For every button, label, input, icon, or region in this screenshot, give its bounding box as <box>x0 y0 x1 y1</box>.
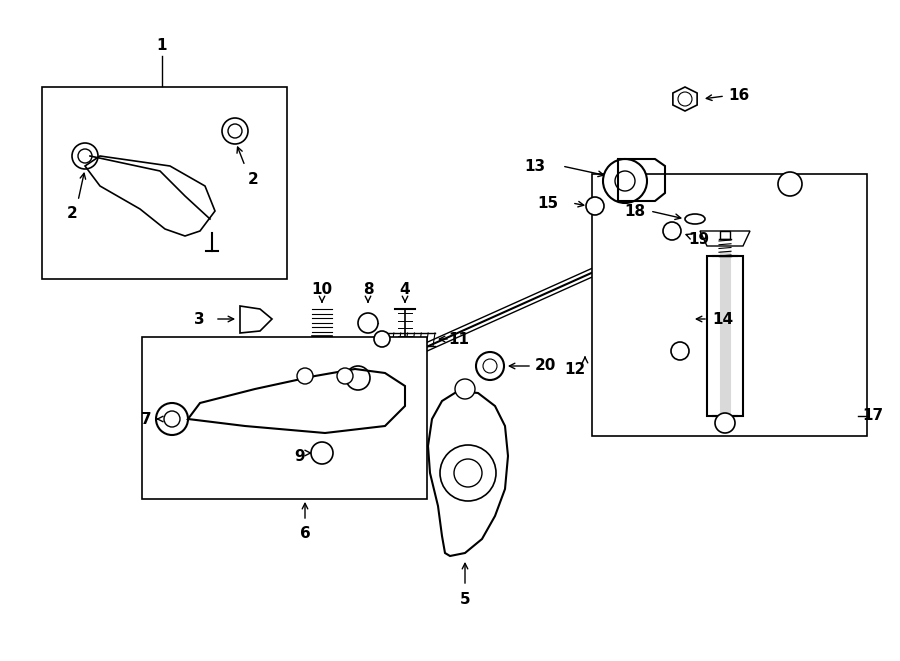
Text: 2: 2 <box>67 206 77 221</box>
Text: 5: 5 <box>460 592 471 607</box>
Circle shape <box>222 118 248 144</box>
Text: 15: 15 <box>537 196 558 210</box>
Bar <box>592 174 867 436</box>
Circle shape <box>311 442 333 464</box>
Circle shape <box>678 92 692 106</box>
Circle shape <box>663 222 681 240</box>
Circle shape <box>228 124 242 138</box>
Circle shape <box>615 171 635 191</box>
Circle shape <box>440 445 496 501</box>
Circle shape <box>337 368 353 384</box>
Circle shape <box>297 368 313 384</box>
Circle shape <box>156 403 188 435</box>
Circle shape <box>603 159 647 203</box>
Circle shape <box>358 313 378 333</box>
Text: 3: 3 <box>194 311 205 327</box>
Circle shape <box>346 366 370 390</box>
Text: 9: 9 <box>294 449 305 463</box>
Circle shape <box>671 342 689 360</box>
Text: 2: 2 <box>248 171 259 186</box>
Bar <box>707 256 743 416</box>
Circle shape <box>778 172 802 196</box>
Circle shape <box>483 359 497 373</box>
Circle shape <box>374 331 390 347</box>
Text: 1: 1 <box>157 38 167 54</box>
Text: 10: 10 <box>311 282 333 297</box>
Text: 17: 17 <box>862 408 883 424</box>
Circle shape <box>586 197 604 215</box>
Circle shape <box>72 143 98 169</box>
Text: 19: 19 <box>688 231 709 247</box>
Text: 16: 16 <box>728 89 749 104</box>
Circle shape <box>164 411 180 427</box>
Text: 11: 11 <box>448 332 469 346</box>
Ellipse shape <box>685 214 705 224</box>
Text: 18: 18 <box>624 204 645 219</box>
Text: 6: 6 <box>300 525 310 541</box>
Bar <box>720 231 730 239</box>
Text: 14: 14 <box>712 311 733 327</box>
Bar <box>142 337 427 499</box>
Circle shape <box>454 459 482 487</box>
Text: 13: 13 <box>524 159 545 173</box>
Text: 20: 20 <box>535 358 556 373</box>
Text: 8: 8 <box>363 282 374 297</box>
Bar <box>42 87 287 279</box>
Text: 12: 12 <box>564 362 586 377</box>
Circle shape <box>476 352 504 380</box>
Circle shape <box>715 413 735 433</box>
Circle shape <box>78 149 92 163</box>
Circle shape <box>455 379 475 399</box>
Text: 4: 4 <box>400 282 410 297</box>
Text: 7: 7 <box>141 412 152 426</box>
